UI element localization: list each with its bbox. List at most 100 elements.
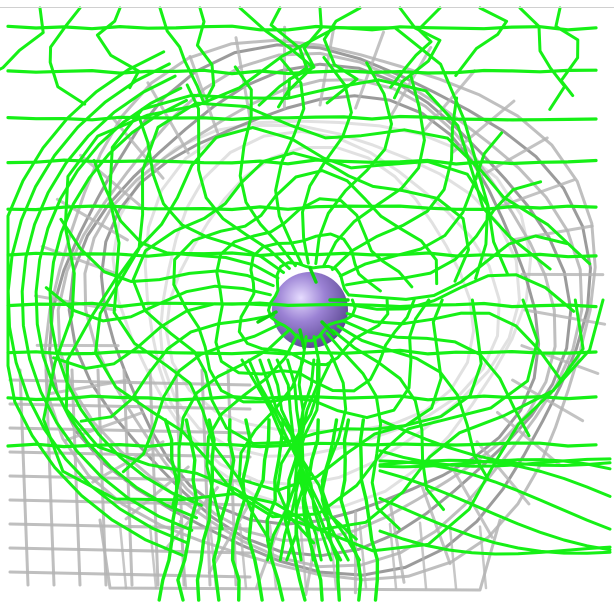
density-mesh-strut — [52, 302, 272, 370]
reference-mesh-lattice — [478, 525, 488, 590]
density-mesh-fragment — [287, 6, 323, 99]
density-mesh-strut — [233, 65, 297, 268]
density-mesh-contour — [172, 169, 439, 420]
reference-mesh-lattice — [358, 524, 368, 590]
density-mesh-contour — [42, 26, 605, 553]
density-mesh-contour — [64, 78, 585, 532]
density-mesh-shell — [6, 50, 184, 557]
density-mesh-fragment — [195, 6, 216, 100]
density-mesh-strut — [330, 96, 459, 271]
density-mesh-band — [6, 24, 598, 32]
density-mesh-strut — [348, 273, 576, 313]
density-mesh-stem — [176, 418, 199, 602]
reference-mesh-lattice — [298, 519, 308, 590]
density-mesh-shell — [34, 86, 198, 520]
density-mesh-shell — [20, 74, 194, 532]
density-mesh-strut — [314, 61, 393, 266]
reference-mesh-ring — [83, 78, 557, 542]
density-mesh-stem — [358, 418, 380, 602]
density-mesh-strut — [325, 331, 401, 531]
density-mesh-band — [6, 251, 598, 259]
density-mesh-fragment — [322, 6, 362, 105]
reference-mesh-faint-ring — [143, 123, 521, 487]
density-mesh-strut — [121, 322, 282, 474]
viewport-top-border — [0, 7, 614, 8]
density-mesh-sweep — [278, 358, 320, 562]
density-mesh-stem — [211, 418, 236, 602]
density-mesh-fragment — [393, 6, 442, 100]
reference-mesh-lattice — [268, 523, 278, 590]
reference-mesh-lattice — [18, 368, 30, 587]
density-mesh-sweep — [266, 358, 333, 562]
electron-density-mesh — [0, 6, 612, 602]
density-mesh-strut — [59, 217, 275, 288]
density-mesh-stem — [195, 418, 216, 602]
ion-contact-line — [298, 328, 306, 350]
density-mesh-strut — [336, 324, 490, 481]
density-mesh-sweep — [378, 459, 612, 531]
ion-contact-line — [256, 310, 278, 324]
density-mesh-shell — [48, 98, 203, 507]
density-mesh-sweep — [378, 496, 612, 555]
reference-mesh-strut — [64, 411, 144, 442]
reference-mesh-lattice — [238, 523, 248, 590]
density-mesh-fragment — [554, 6, 580, 98]
density-mesh-fragment — [158, 6, 206, 105]
ion-contact-line — [308, 266, 318, 284]
density-mesh-strut — [185, 83, 291, 270]
density-mesh-strut — [170, 329, 290, 509]
density-mesh-strut — [319, 333, 358, 541]
reference-mesh-strut — [207, 501, 252, 575]
density-mesh-stem — [230, 418, 252, 602]
reference-mesh-lattice — [8, 402, 252, 411]
density-mesh-strut — [348, 234, 569, 301]
reference-mesh-ring — [67, 62, 573, 558]
density-mesh-stem — [157, 418, 179, 602]
reference-mesh-ring — [48, 43, 592, 577]
reference-mesh-strut — [511, 378, 585, 423]
density-mesh-sweep — [378, 469, 612, 552]
reference-mesh-strut — [421, 486, 452, 566]
density-mesh-strut — [331, 328, 445, 511]
density-mesh-fragment — [454, 6, 509, 77]
density-mesh-stem — [301, 418, 324, 602]
reference-mesh-lattice — [418, 521, 428, 590]
density-mesh-strut — [322, 74, 426, 267]
reference-mesh-strut — [475, 136, 549, 180]
density-mesh-strut — [92, 158, 280, 280]
density-mesh-fragment — [0, 6, 45, 71]
reference-mesh-strut — [388, 501, 406, 584]
reference-mesh-lattice — [118, 523, 128, 590]
density-mesh-band — [6, 348, 598, 356]
density-mesh-strut — [344, 180, 543, 287]
density-mesh-contour — [112, 126, 490, 492]
reference-mesh-lattice — [448, 526, 458, 590]
density-mesh-strut — [274, 57, 306, 266]
density-mesh-contour — [214, 197, 416, 393]
density-mesh-sweep — [378, 529, 612, 556]
density-mesh-strut — [137, 113, 285, 274]
density-mesh-strut — [44, 284, 272, 323]
reference-mesh-strut — [496, 411, 561, 467]
density-mesh-strut — [301, 56, 353, 265]
density-mesh-stem — [265, 418, 285, 602]
reference-mesh-strut — [523, 308, 607, 326]
density-mesh-strut — [341, 319, 531, 438]
density-mesh-stem — [247, 418, 271, 602]
density-mesh-band — [6, 158, 598, 166]
density-mesh-fragment — [389, 6, 442, 89]
density-mesh-strut — [338, 131, 504, 278]
density-mesh-stem — [339, 418, 363, 602]
density-mesh-strut — [237, 335, 308, 542]
density-mesh-fragment — [95, 6, 141, 90]
density-mesh-fragment — [518, 6, 567, 111]
reference-mesh-strut — [388, 45, 433, 119]
reference-mesh-lattice — [148, 368, 160, 587]
density-mesh-strut — [345, 311, 562, 380]
density-mesh-sweep — [378, 458, 612, 498]
ion-contact-line — [320, 320, 336, 336]
density-mesh-fragment — [257, 6, 309, 107]
density-mesh-sweep — [286, 358, 315, 562]
